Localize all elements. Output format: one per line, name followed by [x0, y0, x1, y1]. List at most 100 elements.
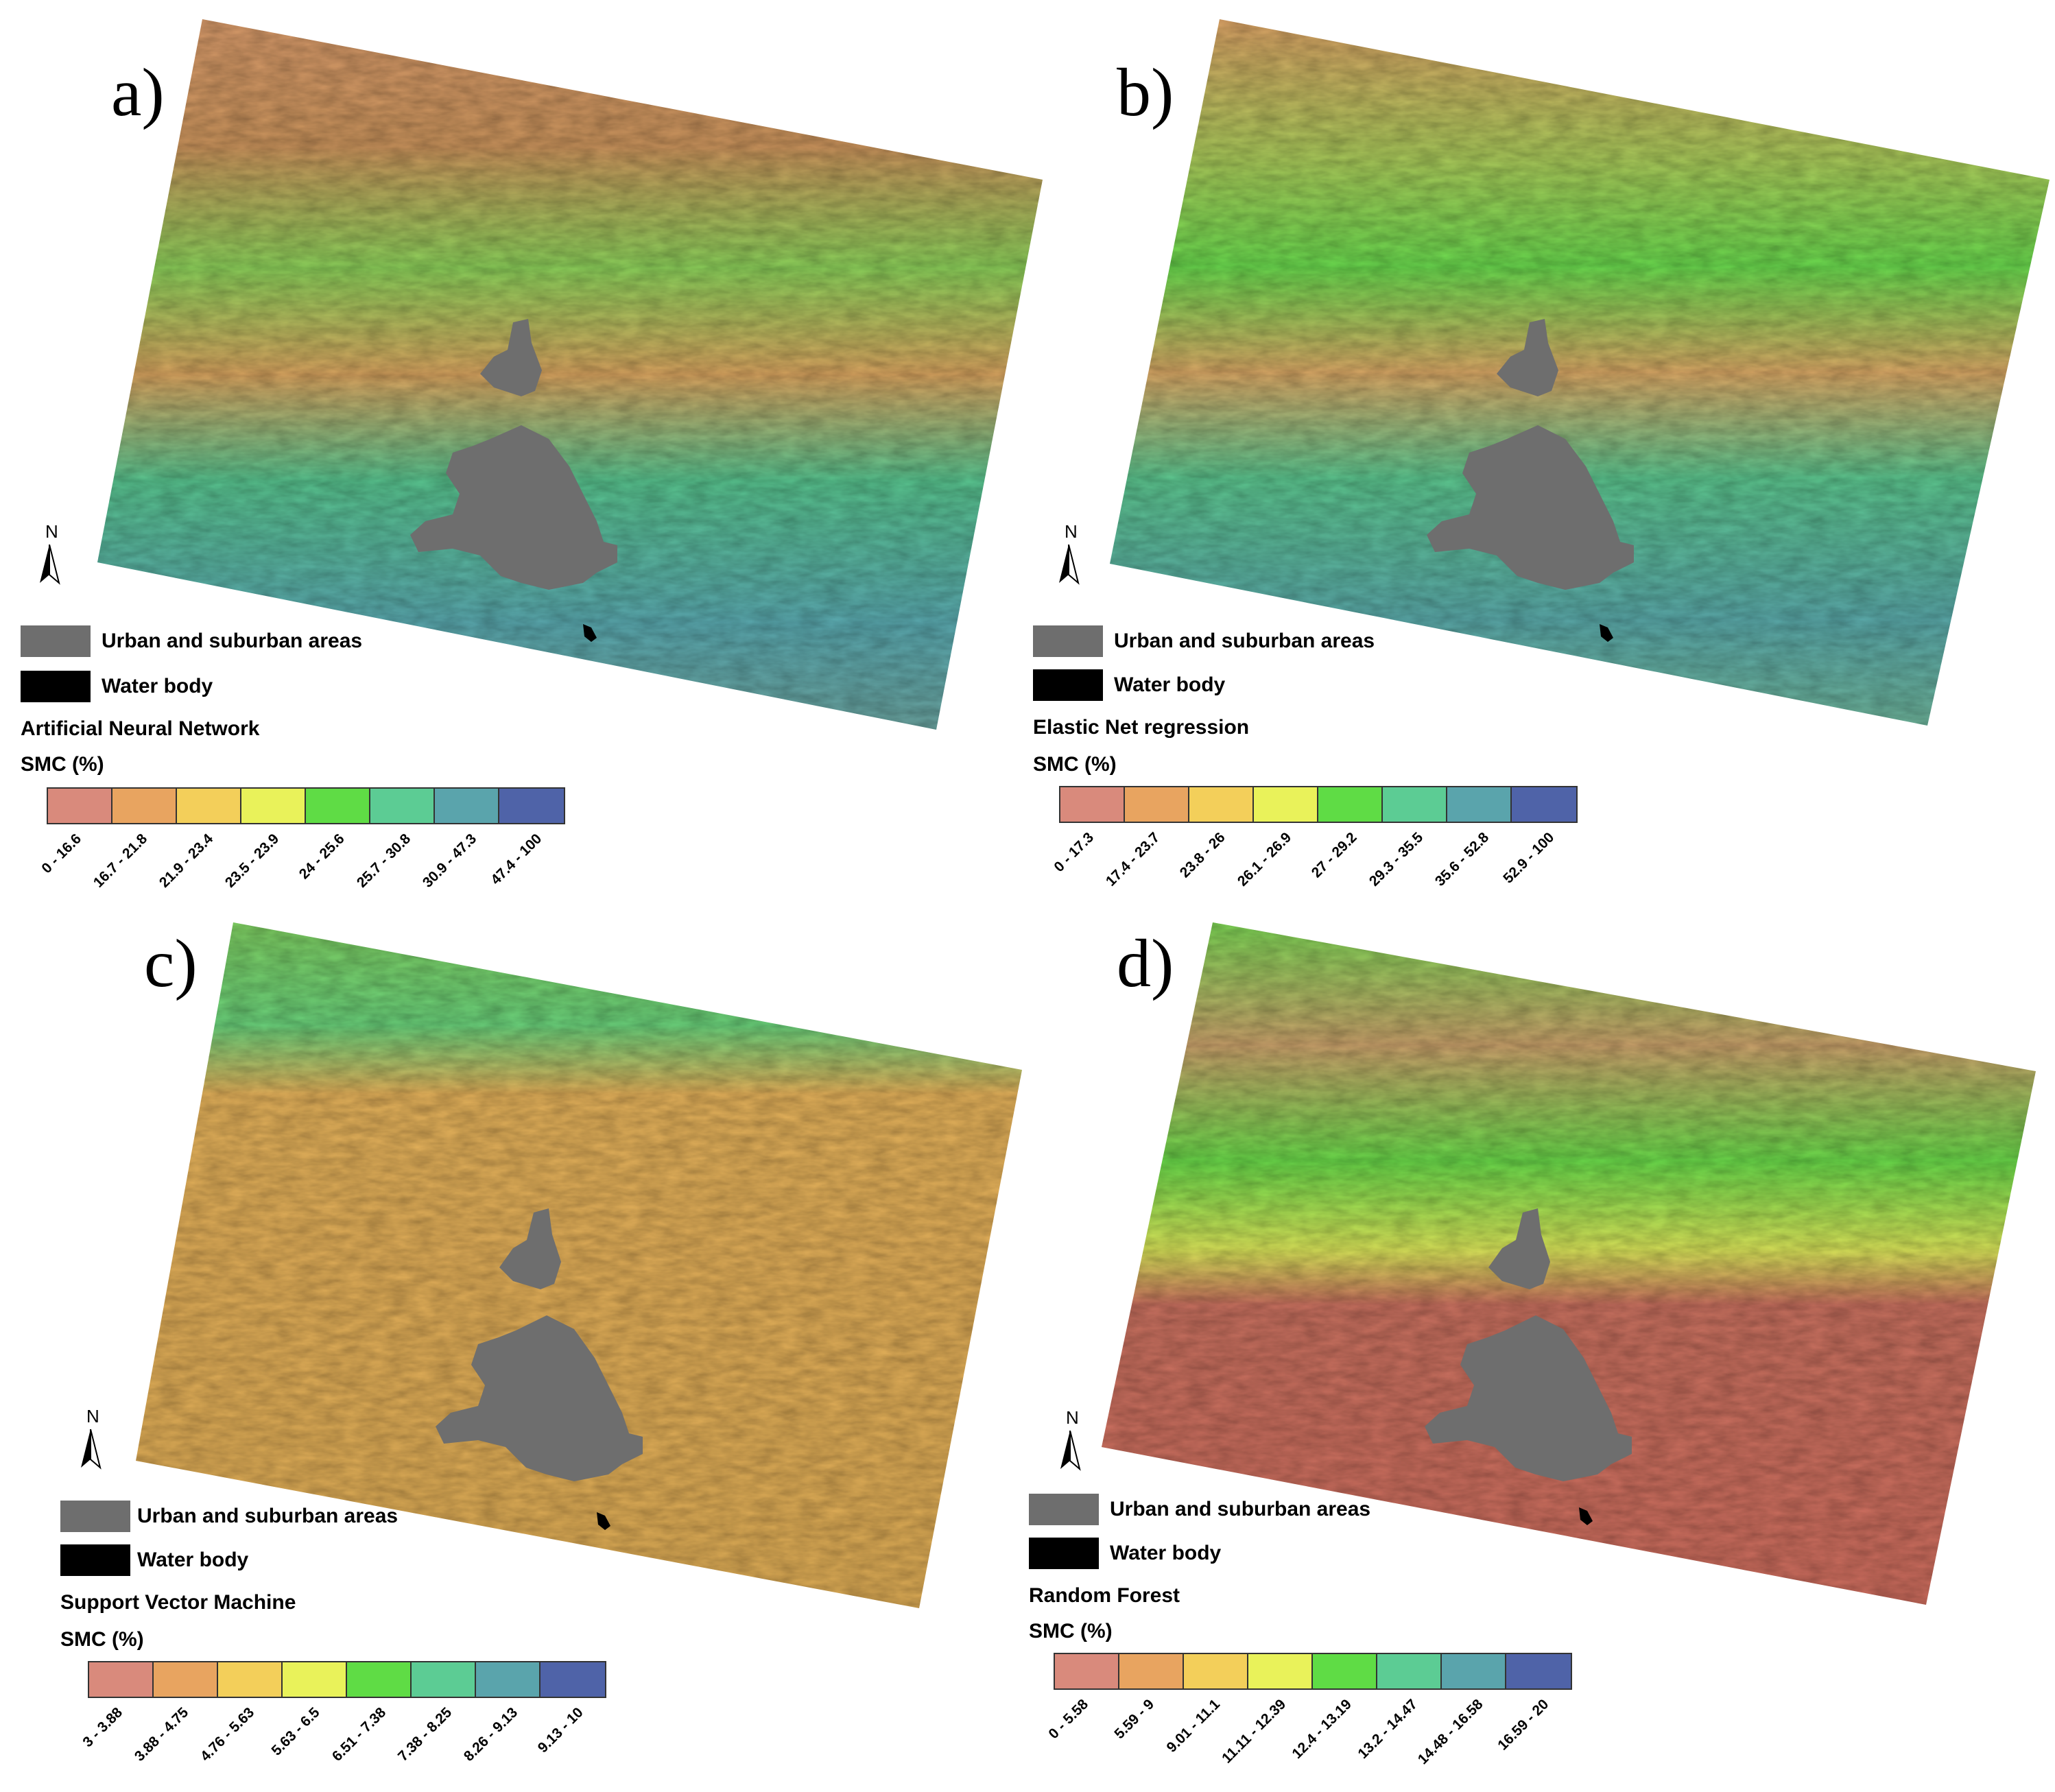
class-label: 7.38 - 8.25 [394, 1704, 455, 1765]
urban-area [1488, 1208, 1550, 1289]
north-arrow-icon [1060, 1431, 1081, 1471]
class-label: 26.1 - 26.9 [1234, 829, 1295, 889]
ramp-class-6 [1377, 1654, 1442, 1688]
color-ramp [1054, 1653, 1572, 1690]
class-label: 5.63 - 6.5 [268, 1704, 323, 1759]
class-label: 27 - 29.2 [1308, 829, 1360, 881]
class-label: 14.48 - 16.58 [1414, 1696, 1486, 1768]
smc-label: SMC (%) [60, 1628, 144, 1651]
north-arrow-icon [81, 1429, 102, 1470]
smc-label: SMC (%) [1029, 1620, 1113, 1642]
color-ramp [47, 787, 565, 824]
class-label: 23.5 - 23.9 [222, 831, 283, 891]
water-body [583, 624, 597, 642]
north-arrow: N [1056, 1407, 1097, 1483]
urban-label: Urban and suburban areas [102, 630, 363, 652]
class-label: 25.7 - 30.8 [353, 831, 414, 891]
class-label: 24 - 25.6 [296, 831, 348, 883]
class-label: 11.11 - 12.39 [1219, 1696, 1290, 1767]
panel-d: d) N Urban and suburban areas Water body… [1028, 892, 2055, 1792]
ramp-class-8 [499, 789, 564, 823]
north-arrow: N [1055, 521, 1096, 597]
water-body [1600, 624, 1613, 642]
class-label: 0 - 17.3 [1051, 829, 1097, 876]
map-extent [136, 922, 1022, 1608]
class-label: 21.9 - 23.4 [156, 831, 217, 891]
urban-area [480, 319, 542, 396]
class-label: 9.13 - 10 [534, 1704, 586, 1756]
ramp-class-3 [1184, 1654, 1248, 1688]
ramp-class-1 [1060, 787, 1125, 822]
ramp-class-7 [435, 789, 499, 823]
map-extent [97, 19, 1043, 730]
north-label: N [1066, 1407, 1079, 1428]
class-label: 35.6 - 52.8 [1432, 829, 1493, 889]
water-swatch [60, 1544, 130, 1576]
ramp-class-1 [48, 789, 112, 823]
urban-area [499, 1208, 561, 1289]
ramp-class-6 [1383, 787, 1447, 822]
ramp-class-7 [476, 1662, 541, 1697]
color-ramp [1059, 786, 1578, 823]
urban-label: Urban and suburban areas [1110, 1498, 1371, 1520]
ramp-class-5 [1313, 1654, 1377, 1688]
smc-map-a [97, 19, 1043, 730]
north-arrow: N [77, 1406, 118, 1481]
ramp-class-3 [1189, 787, 1254, 822]
ramp-class-5 [1318, 787, 1383, 822]
class-label: 17.4 - 23.7 [1102, 829, 1163, 889]
smc-label: SMC (%) [1033, 753, 1117, 776]
north-label: N [45, 521, 58, 542]
ramp-class-4 [1248, 1654, 1313, 1688]
class-label: 16.7 - 21.8 [90, 831, 151, 891]
north-label: N [86, 1406, 99, 1426]
ramp-class-3 [177, 789, 241, 823]
water-body [1579, 1507, 1593, 1525]
water-label: Water body [137, 1549, 249, 1571]
ramp-class-8 [1512, 787, 1576, 822]
ramp-class-3 [218, 1662, 283, 1697]
water-label: Water body [102, 675, 213, 697]
model-name: Random Forest [1029, 1584, 1180, 1607]
panel-letter: b) [1117, 54, 1174, 130]
smc-map-d [1102, 922, 2036, 1605]
class-label: 3 - 3.88 [80, 1704, 126, 1751]
class-label: 52.9 - 100 [1500, 829, 1558, 887]
urban-area [1425, 1315, 1632, 1481]
urban-area [1427, 425, 1634, 590]
model-name: Support Vector Machine [60, 1591, 296, 1614]
smc-map-b [1110, 19, 2050, 726]
class-label: 9.01 - 11.1 [1163, 1696, 1224, 1756]
ramp-class-2 [1125, 787, 1189, 822]
class-label: 8.26 - 9.13 [460, 1704, 521, 1765]
ramp-class-5 [347, 1662, 412, 1697]
class-label: 23.8 - 26 [1176, 829, 1228, 881]
model-name: Artificial Neural Network [21, 717, 260, 740]
ramp-class-7 [1442, 1654, 1506, 1688]
ramp-class-4 [1254, 787, 1318, 822]
ramp-class-1 [89, 1662, 154, 1697]
water-body [597, 1512, 610, 1530]
class-label: 29.3 - 35.5 [1366, 829, 1427, 889]
urban-area [410, 425, 617, 590]
panel-letter: a) [111, 54, 165, 130]
north-arrow: N [36, 521, 77, 597]
model-name: Elastic Net regression [1033, 716, 1250, 739]
panel-letter: d) [1117, 925, 1174, 1001]
panel-c: c) N Urban and suburban areas Water body… [0, 892, 1028, 1792]
water-swatch [1033, 669, 1103, 701]
water-swatch [21, 671, 91, 702]
class-label: 3.88 - 4.75 [131, 1704, 192, 1765]
water-swatch [1029, 1538, 1099, 1569]
ramp-class-2 [1119, 1654, 1184, 1688]
urban-label: Urban and suburban areas [1114, 630, 1375, 652]
ramp-class-7 [1447, 787, 1512, 822]
urban-swatch [1033, 625, 1103, 657]
ramp-class-6 [370, 789, 435, 823]
ramp-class-8 [541, 1662, 605, 1697]
class-label: 0 - 5.58 [1045, 1696, 1091, 1743]
ramp-class-6 [412, 1662, 476, 1697]
urban-label: Urban and suburban areas [137, 1505, 399, 1527]
map-extent [1102, 922, 2036, 1605]
north-label: N [1065, 521, 1078, 542]
